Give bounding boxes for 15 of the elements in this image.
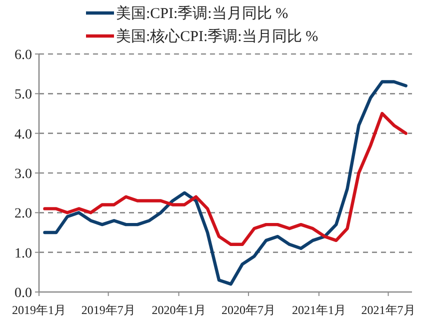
y-tick-label: 6.0 <box>14 48 32 63</box>
y-tick-label: 4.0 <box>14 127 32 142</box>
y-tick-label: 5.0 <box>14 88 32 103</box>
x-tick-label: 2021年7月 <box>361 303 416 317</box>
y-tick-label: 0.0 <box>14 286 32 301</box>
y-tick-label: 3.0 <box>14 167 32 182</box>
legend-label: 美国:CPI:季调:当月同比 % <box>116 5 288 22</box>
legend-label: 美国:核心CPI:季调:当月同比 % <box>116 28 318 45</box>
x-tick-label: 2019年1月 <box>12 303 66 317</box>
y-tick-label: 2.0 <box>14 206 32 222</box>
x-tick-label: 2020年1月 <box>152 303 206 317</box>
x-tick-label: 2021年1月 <box>292 303 346 317</box>
x-tick-label: 2020年7月 <box>221 303 276 317</box>
x-tick-label: 2019年7月 <box>81 303 136 317</box>
y-tick-label: 1.0 <box>14 246 32 262</box>
